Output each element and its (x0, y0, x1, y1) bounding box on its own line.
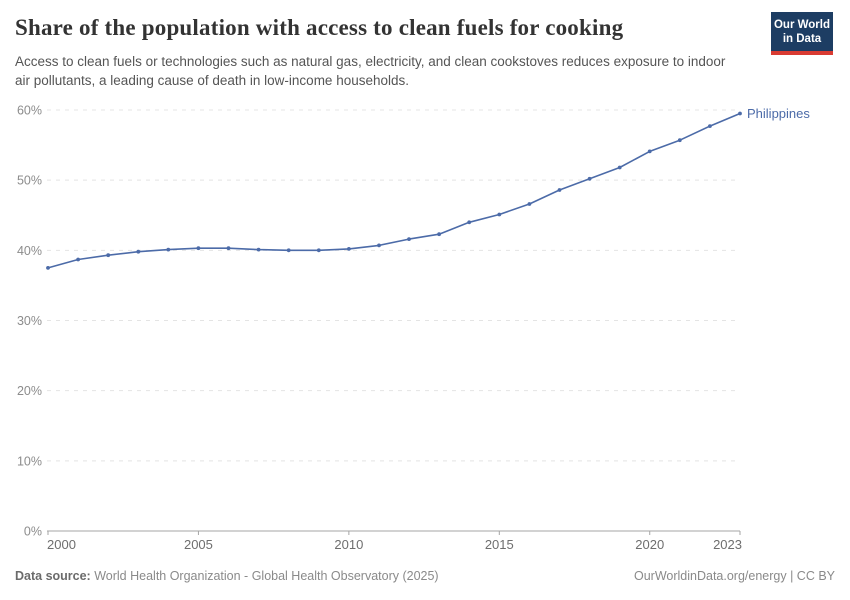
data-point (497, 212, 502, 217)
data-point (677, 138, 682, 143)
data-point (136, 249, 141, 254)
data-point (46, 266, 50, 270)
data-point (467, 220, 472, 225)
data-point (76, 257, 80, 262)
data-point (738, 111, 742, 116)
y-tick-label: 10% (17, 454, 42, 468)
x-tick-label: 2023 (713, 537, 742, 552)
data-point (587, 176, 592, 181)
x-tick-label: 2020 (635, 537, 664, 552)
y-tick-label: 20% (17, 384, 42, 398)
x-tick-label: 2010 (334, 537, 363, 552)
x-tick-label: 2000 (47, 537, 76, 552)
x-tick-label: 2015 (485, 537, 514, 552)
data-source-text: World Health Organization - Global Healt… (94, 569, 439, 583)
data-point (166, 247, 171, 252)
data-point (617, 165, 622, 170)
owid-link[interactable]: OurWorldinData.org/energy | CC BY (633, 569, 835, 583)
data-point (377, 243, 381, 248)
owid-logo[interactable]: Our World in Data (771, 12, 833, 55)
data-source-note: Data source: World Health Organization -… (15, 569, 439, 583)
series-label: Philippines (747, 106, 810, 121)
data-point (347, 247, 351, 251)
data-point (527, 202, 532, 206)
data-point (437, 232, 441, 237)
y-tick-label: 50% (17, 174, 42, 188)
y-tick-label: 60% (17, 104, 42, 118)
owid-logo-line2: in Data (782, 33, 822, 46)
data-source-label: Data source: (15, 569, 91, 583)
data-point (557, 188, 562, 192)
page-title: Share of the population with access to c… (15, 15, 624, 40)
data-line (47, 112, 741, 269)
owid-logo-line1: Our World (773, 19, 830, 31)
data-point (316, 248, 321, 253)
data-point (708, 124, 712, 128)
x-tick-label: 2005 (184, 537, 213, 552)
data-point (226, 246, 231, 251)
data-point (286, 248, 291, 253)
y-tick-label: 0% (24, 525, 42, 539)
data-point (256, 247, 261, 252)
data-point (647, 149, 652, 154)
data-point (106, 253, 111, 258)
data-point (196, 246, 201, 251)
y-tick-label: 30% (17, 314, 42, 328)
data-point (407, 237, 411, 242)
y-tick-label: 40% (17, 244, 42, 258)
chart-subtitle: Access to clean fuels or technologies su… (15, 54, 726, 89)
